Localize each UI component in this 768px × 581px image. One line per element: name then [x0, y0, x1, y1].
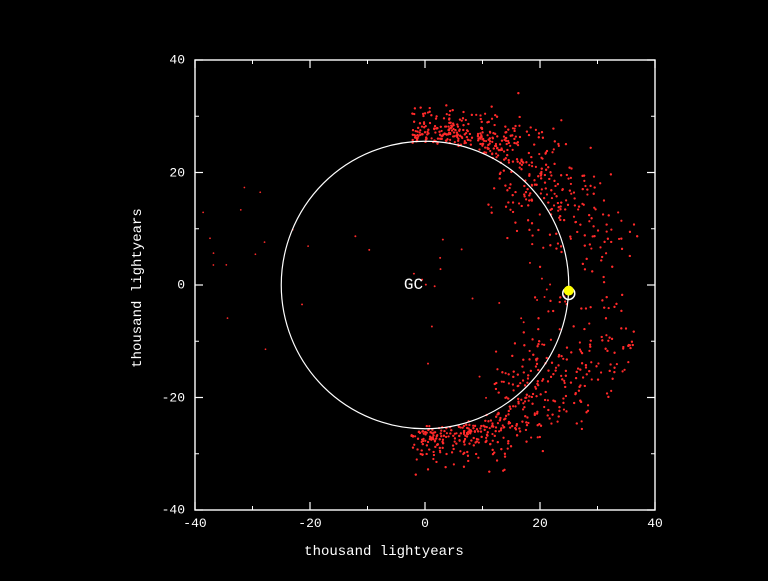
y-tick-label: 0 — [177, 278, 185, 293]
x-axis-label: thousand lightyears — [304, 544, 464, 560]
y-axis-label: thousand lightyears — [130, 208, 146, 368]
x-tick-label: 40 — [647, 516, 663, 531]
y-tick-label: 40 — [169, 53, 185, 68]
chart-container: thousand lightyears thousand lightyears … — [0, 0, 768, 576]
y-tick-label: -40 — [162, 503, 185, 518]
x-tick-label: -40 — [183, 516, 206, 531]
x-tick-label: 20 — [532, 516, 548, 531]
gc-label: GC — [404, 276, 423, 294]
y-tick-label: 20 — [169, 165, 185, 180]
plot-svg — [0, 0, 768, 576]
x-tick-label: -20 — [298, 516, 321, 531]
y-tick-label: -20 — [162, 390, 185, 405]
x-tick-label: 0 — [421, 516, 429, 531]
